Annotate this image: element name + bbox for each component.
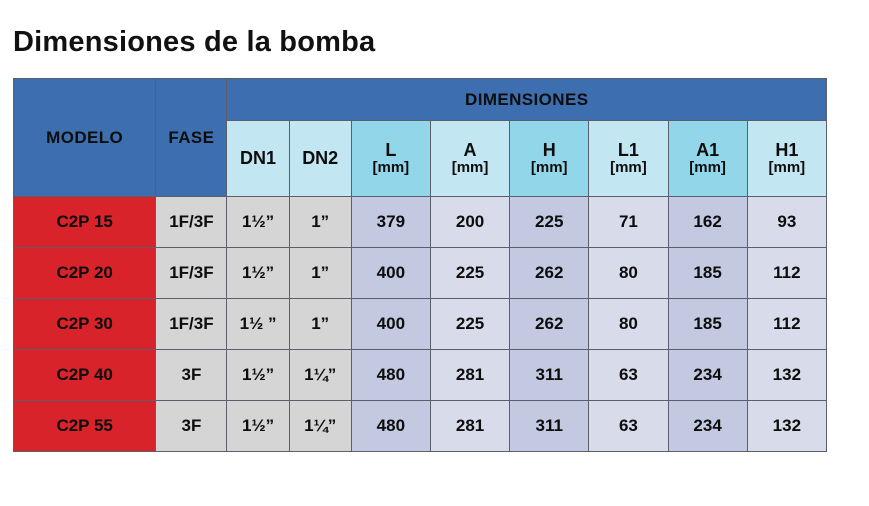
- column-header-a1-label: A1: [696, 140, 720, 161]
- table-row: C2P 30 1F/3F 1½ ” 1” 400 225 262 80 185 …: [12, 298, 828, 350]
- column-header-fase: FASE: [155, 78, 228, 197]
- cell-a1: 162: [667, 196, 748, 248]
- cell-a: 281: [429, 400, 511, 452]
- cell-fase: 3F: [155, 400, 228, 452]
- column-header-h: H [mm]: [509, 120, 590, 197]
- column-header-l1-label: L1: [617, 140, 639, 161]
- cell-dn2: 1¼”: [288, 400, 352, 452]
- header-sub-row: DN1 DN2 L [mm] A [mm] H [mm]: [14, 120, 828, 197]
- cell-h1: 112: [746, 298, 828, 350]
- column-header-l1-unit: [mm]: [610, 159, 647, 177]
- column-header-a-label: A: [463, 140, 477, 161]
- cell-a1: 234: [667, 400, 748, 452]
- cell-a1: 185: [667, 247, 748, 299]
- cell-dn2: 1”: [288, 196, 352, 248]
- table-row: C2P 40 3F 1½” 1¼” 480 281 311 63 234 132: [12, 349, 828, 401]
- cell-dn1: 1½”: [226, 247, 290, 299]
- cell-l: 480: [350, 349, 431, 401]
- cell-h: 311: [509, 400, 590, 452]
- cell-dn1: 1½ ”: [226, 298, 290, 350]
- table-row: C2P 55 3F 1½” 1¼” 480 281 311 63 234 132: [12, 400, 828, 452]
- cell-dn1: 1½”: [226, 400, 290, 452]
- column-header-h-unit: [mm]: [530, 159, 568, 177]
- cell-h: 311: [509, 349, 590, 401]
- table-row: C2P 20 1F/3F 1½” 1” 400 225 262 80 185 1…: [12, 247, 828, 299]
- cell-l1: 63: [588, 400, 669, 452]
- cell-l: 480: [350, 400, 431, 452]
- column-header-l1: L1 [mm]: [588, 120, 669, 197]
- column-header-h1-unit: [mm]: [768, 159, 806, 177]
- cell-l1: 63: [588, 349, 669, 401]
- column-header-l: L [mm]: [350, 120, 431, 197]
- column-header-l-unit: [mm]: [372, 159, 410, 177]
- cell-fase: 1F/3F: [155, 247, 228, 299]
- page-title: Dimensiones de la bomba: [13, 26, 376, 58]
- cell-a: 281: [429, 349, 511, 401]
- column-group-header-dimensiones: DIMENSIONES: [226, 78, 827, 121]
- column-header-dn1: DN1: [226, 120, 290, 197]
- cell-a1: 234: [667, 349, 748, 401]
- cell-h1: 132: [746, 400, 828, 452]
- column-header-a1: A1 [mm]: [667, 120, 748, 197]
- cell-modelo: C2P 15: [12, 196, 157, 248]
- cell-h: 225: [509, 196, 590, 248]
- cell-dn2: 1”: [288, 247, 352, 299]
- cell-h1: 112: [746, 247, 828, 299]
- cell-h: 262: [509, 247, 590, 299]
- column-header-a-unit: [mm]: [451, 159, 489, 177]
- column-header-a: A [mm]: [429, 120, 511, 197]
- cell-a: 225: [429, 247, 511, 299]
- table-body: C2P 15 1F/3F 1½” 1” 379 200 225 71 162 9…: [12, 196, 828, 452]
- cell-fase: 1F/3F: [155, 298, 228, 350]
- cell-h1: 93: [746, 196, 828, 248]
- cell-a: 200: [429, 196, 511, 248]
- cell-l: 400: [350, 298, 431, 350]
- cell-dn2: 1¼”: [288, 349, 352, 401]
- header-group-row: MODELO FASE DIMENSIONES: [12, 78, 827, 197]
- cell-l: 379: [350, 196, 431, 248]
- cell-l1: 80: [588, 247, 669, 299]
- cell-dn2: 1”: [288, 298, 352, 350]
- pump-dimensions-table: MODELO FASE DIMENSIONES DN1 DN2 L [mm]: [12, 78, 828, 452]
- column-header-modelo: MODELO: [12, 78, 157, 197]
- table-header: MODELO FASE DIMENSIONES DN1 DN2 L [mm]: [12, 78, 828, 197]
- column-header-dn2-label: DN2: [302, 148, 339, 169]
- column-header-a1-unit: [mm]: [689, 159, 726, 177]
- table-row: C2P 15 1F/3F 1½” 1” 379 200 225 71 162 9…: [12, 196, 828, 248]
- column-header-h1-label: H1: [775, 140, 799, 161]
- cell-h1: 132: [746, 349, 828, 401]
- column-header-h-label: H: [542, 140, 556, 161]
- cell-l1: 71: [588, 196, 669, 248]
- cell-dn1: 1½”: [226, 196, 290, 248]
- cell-fase: 3F: [155, 349, 228, 401]
- cell-l: 400: [350, 247, 431, 299]
- column-header-dn1-label: DN1: [240, 148, 277, 169]
- cell-a1: 185: [667, 298, 748, 350]
- cell-modelo: C2P 55: [12, 400, 157, 452]
- column-header-dn2: DN2: [288, 120, 352, 197]
- cell-fase: 1F/3F: [155, 196, 228, 248]
- column-header-l-label: L: [385, 140, 397, 161]
- cell-modelo: C2P 20: [12, 247, 157, 299]
- cell-modelo: C2P 40: [12, 349, 157, 401]
- cell-l1: 80: [588, 298, 669, 350]
- cell-h: 262: [509, 298, 590, 350]
- cell-modelo: C2P 30: [12, 298, 157, 350]
- column-header-h1: H1 [mm]: [746, 120, 828, 197]
- pump-dimensions-table-wrapper: MODELO FASE DIMENSIONES DN1 DN2 L [mm]: [12, 78, 828, 452]
- cell-a: 225: [429, 298, 511, 350]
- cell-dn1: 1½”: [226, 349, 290, 401]
